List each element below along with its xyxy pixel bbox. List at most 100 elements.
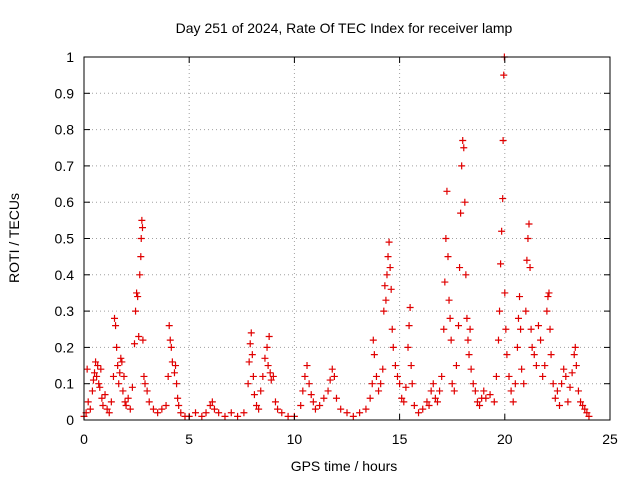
data-point	[423, 398, 431, 406]
data-point	[332, 394, 340, 402]
data-point	[539, 372, 547, 380]
data-point	[221, 412, 229, 420]
data-point	[141, 380, 149, 388]
data-point	[166, 336, 174, 344]
data-point	[328, 365, 336, 373]
data-point	[138, 216, 146, 224]
data-point	[301, 372, 309, 380]
data-point	[370, 351, 378, 359]
data-point	[546, 325, 554, 333]
data-point	[362, 405, 370, 413]
data-point	[441, 278, 449, 286]
data-point	[375, 387, 383, 395]
data-point	[516, 293, 524, 301]
data-point	[234, 412, 242, 420]
data-point	[482, 394, 490, 402]
data-point	[498, 227, 506, 235]
data-point	[499, 195, 507, 203]
data-point	[118, 358, 126, 366]
data-point	[458, 162, 466, 170]
data-point	[556, 401, 564, 409]
data-point	[545, 289, 553, 297]
data-point	[400, 398, 408, 406]
data-point	[499, 136, 507, 144]
data-point	[250, 391, 258, 399]
data-point	[431, 394, 439, 402]
data-point	[167, 343, 175, 351]
data-point	[124, 394, 132, 402]
data-point	[404, 343, 412, 351]
data-point	[452, 362, 460, 370]
data-point	[227, 409, 235, 417]
data-point	[326, 376, 334, 384]
data-point	[570, 351, 578, 359]
data-point	[520, 380, 528, 388]
data-point	[140, 372, 148, 380]
data-point	[139, 336, 147, 344]
data-point	[267, 376, 275, 384]
data-point	[93, 372, 101, 380]
data-point	[560, 365, 568, 373]
data-point	[507, 387, 515, 395]
data-point	[303, 362, 311, 370]
data-point	[388, 325, 396, 333]
data-point	[134, 293, 142, 301]
data-point	[316, 401, 324, 409]
data-point	[240, 409, 248, 417]
y-tick-label: 0.6	[55, 194, 75, 210]
data-point	[330, 372, 338, 380]
y-tick-label: 0.7	[55, 158, 75, 174]
data-point	[382, 296, 390, 304]
data-point	[305, 380, 313, 388]
data-point	[440, 325, 448, 333]
data-point	[132, 307, 140, 315]
data-point	[476, 401, 484, 409]
data-point	[525, 220, 533, 228]
y-tick-label: 0.1	[55, 376, 75, 392]
data-point	[406, 303, 414, 311]
data-point	[534, 322, 542, 330]
data-point	[503, 351, 511, 359]
data-point	[387, 285, 395, 293]
data-point	[393, 372, 401, 380]
data-point	[530, 351, 538, 359]
data-point	[130, 340, 138, 348]
data-point	[343, 409, 351, 417]
data-point	[562, 372, 570, 380]
data-point	[284, 412, 292, 420]
data-point	[433, 398, 441, 406]
data-point	[396, 380, 404, 388]
data-point	[261, 354, 269, 362]
data-point	[549, 380, 557, 388]
data-point	[349, 412, 357, 420]
data-point	[192, 409, 200, 417]
x-axis-label: GPS time / hours	[291, 458, 398, 474]
data-point	[113, 343, 121, 351]
data-point	[88, 387, 96, 395]
data-point	[497, 260, 505, 268]
data-point	[419, 405, 427, 413]
data-point	[467, 365, 475, 373]
data-point	[264, 362, 272, 370]
y-tick-label: 0	[66, 412, 74, 428]
data-point	[116, 369, 124, 377]
data-point	[577, 398, 585, 406]
data-point	[89, 376, 97, 384]
data-point	[244, 380, 252, 388]
data-point	[585, 412, 593, 420]
data-point	[469, 380, 477, 388]
x-tick-label: 20	[497, 431, 513, 447]
x-tick-label: 5	[185, 431, 193, 447]
y-tick-label: 0.8	[55, 122, 75, 138]
data-point	[380, 307, 388, 315]
data-point	[547, 351, 555, 359]
data-point	[568, 369, 576, 377]
data-point	[266, 369, 274, 377]
data-point	[274, 405, 282, 413]
data-point	[384, 253, 392, 261]
data-point	[259, 372, 267, 380]
data-point	[442, 235, 450, 242]
data-point	[448, 380, 456, 388]
data-point	[111, 314, 119, 322]
